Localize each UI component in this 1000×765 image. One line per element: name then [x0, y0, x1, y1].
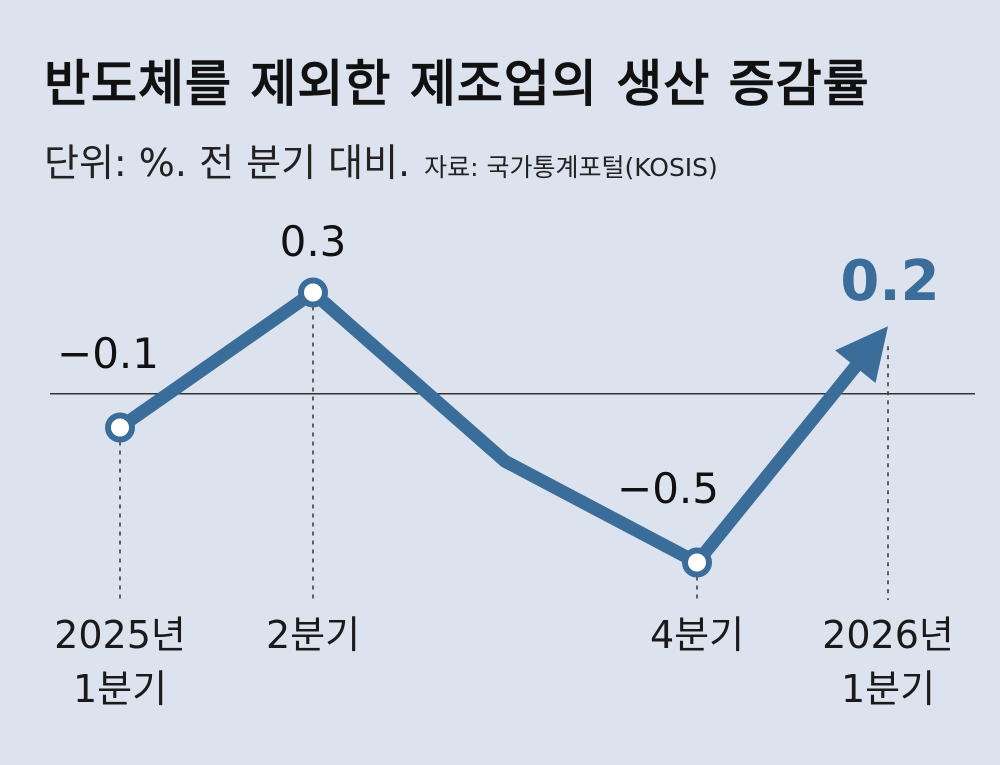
chart-subtitle: 단위: %. 전 분기 대비. 자료: 국가통계포털(KOSIS)	[44, 132, 718, 187]
x-tick-label: 2025년 1분기	[54, 608, 186, 716]
arrow-head	[835, 326, 888, 384]
data-label: −0.1	[57, 329, 159, 378]
unit-note: 단위: %. 전 분기 대비.	[44, 141, 411, 185]
x-tick-label-line1: 2분기	[265, 613, 361, 657]
x-tick-label: 4분기	[650, 608, 744, 662]
series-line	[113, 286, 866, 569]
data-point-marker	[682, 547, 712, 578]
x-tick-label-line1: 2026년	[822, 613, 954, 657]
x-tick-label: 2분기	[266, 608, 360, 662]
x-tick-label: 2026년 1분기	[822, 608, 954, 716]
x-tick-label-line2: 1분기	[840, 667, 936, 711]
chart-title: 반도체를 제외한 제조업의 생산 증감률	[44, 55, 870, 113]
data-labels: −0.1 0.3 −0.5 0.2	[57, 217, 940, 513]
data-label: 0.3	[280, 217, 347, 266]
data-label: 0.2	[840, 249, 939, 314]
markers	[105, 277, 888, 578]
source-note: 자료: 국가통계포털(KOSIS)	[424, 153, 718, 182]
x-tick-label-line1: 2025년	[54, 613, 186, 657]
data-point-marker	[298, 277, 328, 308]
data-label: −0.5	[617, 464, 719, 513]
data-point-marker	[105, 412, 135, 443]
x-tick-label-line1: 4분기	[649, 613, 745, 657]
x-tick-label-line2: 1분기	[72, 667, 168, 711]
guide-lines	[119, 306, 889, 600]
